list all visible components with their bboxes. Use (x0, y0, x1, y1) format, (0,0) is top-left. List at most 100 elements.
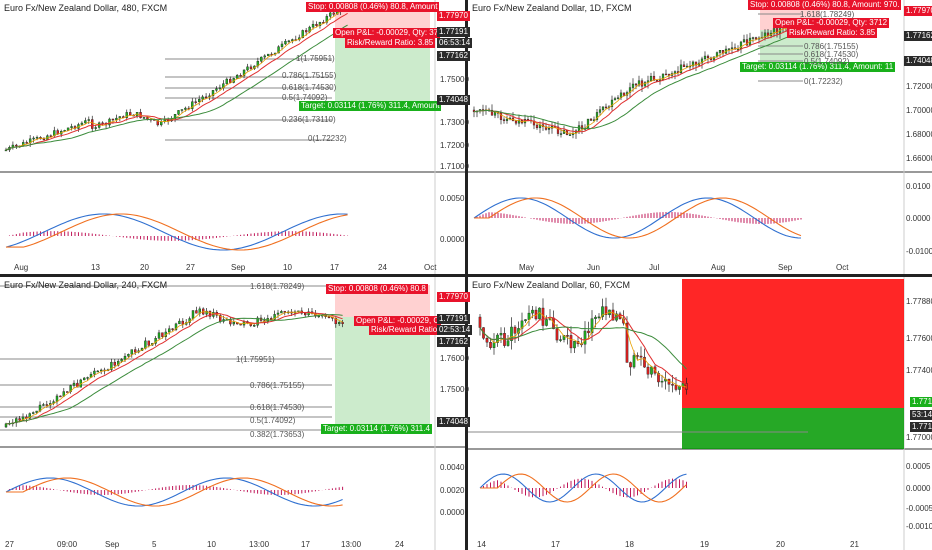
stop-label[interactable]: Stop: 0.00808 (0.46%) 80.8 (326, 284, 428, 294)
target-label[interactable]: Target: 0.03114 (1.76%) 311.4, Amount (299, 101, 442, 111)
target-zone (335, 317, 430, 434)
pane-title: Euro Fx/New Zealand Dollar, 1D, FXCM (472, 3, 632, 13)
candle-body (147, 340, 151, 346)
fib-level: 0(1.72232) (804, 77, 843, 86)
candle-body (235, 75, 239, 79)
candle-body (256, 317, 259, 326)
pane-divider-horizontal[interactable] (0, 274, 932, 277)
time-axis-label: 20 (140, 263, 149, 272)
fib-level: 1(1.75951) (236, 355, 275, 364)
candle-body (35, 410, 38, 413)
open-pnl-label[interactable]: Open P&L: -0.00029, Qty: 37 (333, 28, 441, 38)
indicator-axis-label: 0.0000 (440, 235, 465, 244)
candle-body (569, 335, 573, 349)
indicator-axis-label: 0.0000 (440, 508, 465, 517)
candle-body (334, 318, 337, 325)
candle-body (611, 309, 615, 321)
indicator-axis-label: -0.0100 (906, 247, 932, 256)
candle-body (613, 98, 617, 101)
chart-canvas-1d[interactable] (468, 0, 932, 274)
price-axis-label: 1.73000 (440, 118, 469, 127)
candle-body (586, 118, 590, 129)
fib-level: 1.618(1.78249) (250, 282, 305, 291)
chart-pane-60[interactable]: Euro Fx/New Zealand Dollar, 60, FXCM (468, 277, 932, 550)
ma-line-medium (479, 314, 687, 385)
candle-body (664, 73, 668, 76)
target-label[interactable]: Target: 0.03114 (1.76%) 311.4 (321, 424, 432, 434)
signal-line (480, 473, 687, 503)
time-axis-label: 17 (551, 540, 560, 549)
candle-body (291, 39, 294, 42)
target-label[interactable]: Target: 0.03114 (1.76%) 311.4, Amount: 1… (740, 62, 896, 72)
chart-canvas-60[interactable] (468, 277, 932, 550)
time-axis-label: 13 (91, 263, 100, 272)
candle-body (211, 90, 215, 97)
candle-body (559, 133, 563, 135)
candle-body (490, 109, 494, 116)
time-axis-label: 18 (625, 540, 634, 549)
time-axis-label: Aug (14, 263, 29, 272)
candle-body (229, 319, 232, 325)
candle-body (180, 109, 184, 111)
risk-reward-label[interactable]: Risk/Reward Ratio: 3.85 (345, 38, 436, 48)
candle-body (317, 315, 320, 318)
chart-canvas-240[interactable] (0, 277, 465, 550)
candle-body (204, 96, 208, 99)
candle-body (318, 22, 322, 26)
candle-body (208, 310, 212, 317)
fib-level: 0.786(1.75155) (250, 381, 305, 390)
stop-label[interactable]: Stop: 0.00808 (0.46%) 80.8, Amount: 970. (748, 0, 902, 10)
stop-label[interactable]: Stop: 0.00808 (0.46%) 80.8, Amount (306, 2, 440, 12)
candle-body (598, 109, 602, 113)
macd-line (473, 197, 802, 239)
risk-reward-label[interactable]: Risk/Reward Ratio: 3.85 (787, 28, 878, 38)
candle-body (191, 310, 195, 319)
candle-body (559, 339, 562, 341)
candle-body (277, 46, 280, 54)
candle-body (4, 423, 8, 428)
candle-body (763, 32, 767, 38)
indicator-axis-label: 0.0040 (440, 463, 465, 472)
time-axis-label: Sep (778, 263, 793, 272)
candle-body (84, 120, 87, 124)
candle-body (541, 307, 545, 326)
candle-body (678, 386, 681, 390)
candle-body (252, 325, 256, 327)
candle-body (580, 125, 584, 130)
candle-body (325, 16, 329, 23)
candle-body (201, 96, 204, 100)
candle-body (634, 83, 638, 86)
candle-body (566, 335, 569, 337)
candle-body (4, 149, 8, 152)
candle-body (499, 112, 503, 120)
candle-body (133, 349, 137, 353)
candle-body (527, 312, 531, 320)
candle-body (595, 112, 599, 120)
candle-body (260, 56, 263, 62)
fib-level: 0.5(1.74092) (250, 416, 296, 425)
time-axis-label: Sep (231, 263, 246, 272)
risk-reward-label[interactable]: Risk/Reward Ratio (369, 325, 440, 335)
chart-pane-1d[interactable]: Euro Fx/New Zealand Dollar, 1D, FXCM (468, 0, 932, 274)
time-axis-label: 20 (776, 540, 785, 549)
candle-body (191, 101, 194, 109)
time-axis-label: 10 (207, 540, 216, 549)
indicator-axis-label: 0.0100 (906, 182, 931, 191)
stop-zone (682, 279, 904, 408)
open-pnl-label[interactable]: Open P&L: -0.00029, Qty: 3712 (773, 18, 890, 28)
candle-body (194, 101, 197, 103)
price-axis-label: 1.77600 (906, 334, 932, 343)
candle-body (510, 326, 513, 341)
candle-body (524, 319, 527, 322)
candle-body (218, 87, 222, 89)
ma-line-medium (473, 25, 802, 133)
open-pnl-label[interactable]: Open P&L: -0.00029, C (354, 316, 442, 326)
candle-body (700, 58, 704, 64)
candle-body (32, 137, 35, 140)
price-axis-label: 1.68000 (906, 130, 932, 139)
candle-body (754, 37, 758, 40)
candle-body (485, 337, 489, 343)
candle-body (96, 370, 100, 373)
candle-body (590, 318, 594, 334)
candle-body (502, 119, 506, 121)
